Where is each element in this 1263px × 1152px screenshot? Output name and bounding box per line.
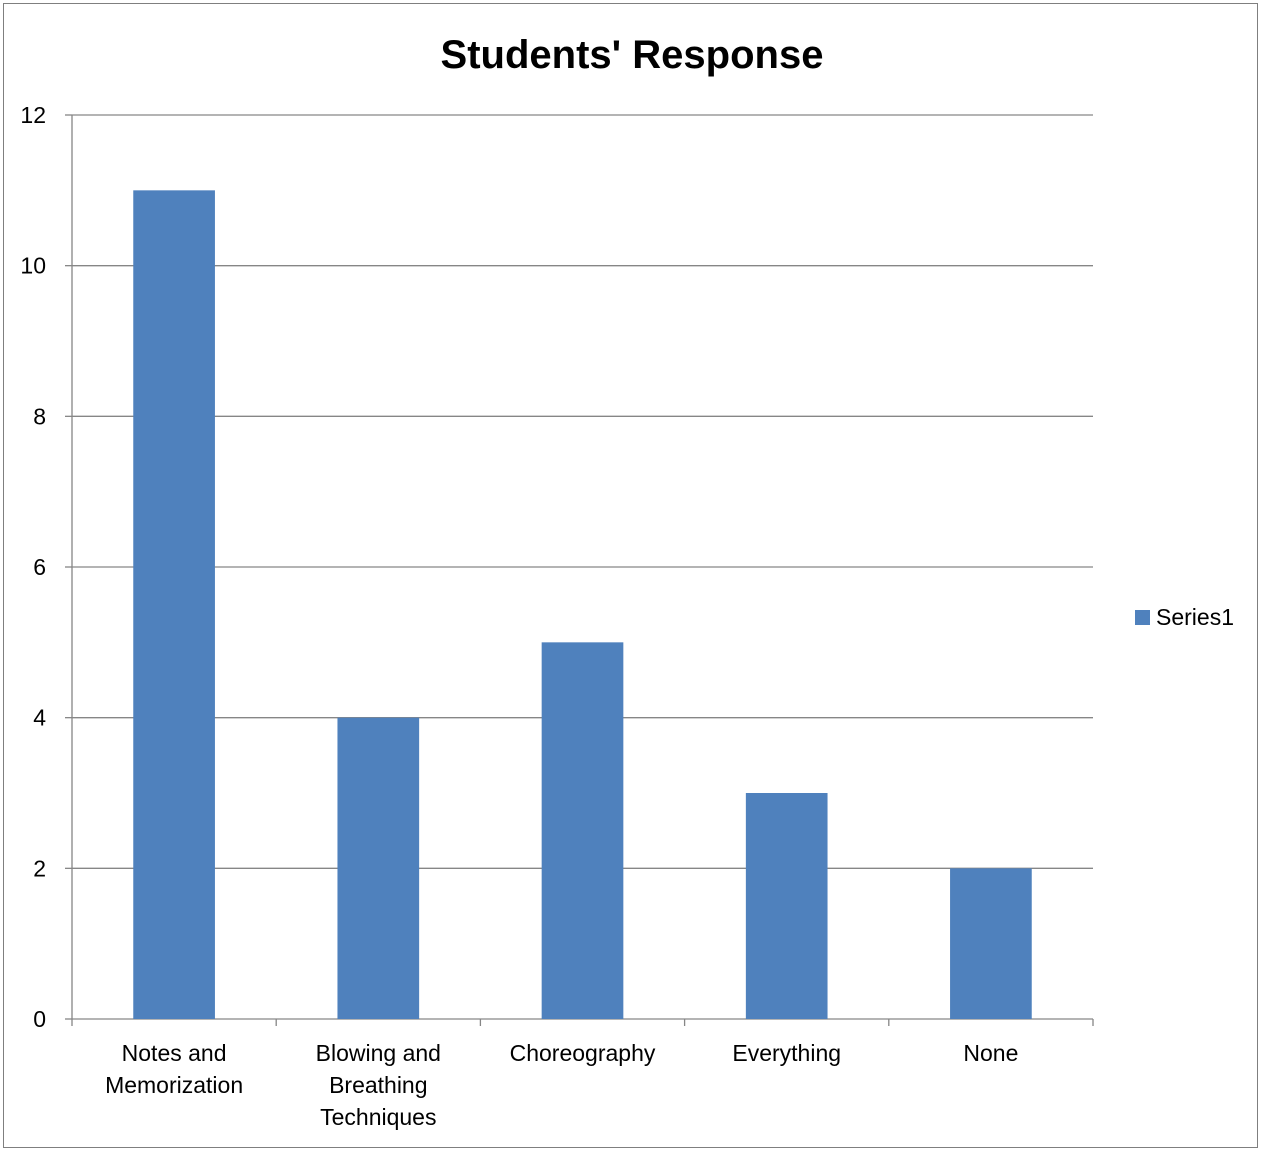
x-tick-label-line: Techniques xyxy=(320,1104,436,1130)
gridlines xyxy=(72,114,1093,869)
x-tick-label-line: Choreography xyxy=(510,1040,656,1066)
x-tick-label: None xyxy=(963,1040,1018,1066)
y-tick-label: 6 xyxy=(33,554,46,580)
y-tick-label: 12 xyxy=(20,102,46,128)
legend: Series1 xyxy=(1135,604,1234,630)
y-tick-label: 4 xyxy=(33,705,46,731)
x-tick-label: Everything xyxy=(732,1040,841,1066)
x-axis-tick-labels: Notes and Memorization Blowing and Breathin… xyxy=(105,1040,1018,1130)
x-tick-label-line: None xyxy=(963,1040,1018,1066)
bar-4 xyxy=(745,793,828,1019)
chart-title: Students' Response xyxy=(441,33,824,77)
bar-3 xyxy=(541,642,624,1019)
x-tick-label: Blowing and Breathing Techniques xyxy=(316,1040,441,1130)
y-tick-label: 2 xyxy=(33,855,46,881)
bar-1 xyxy=(133,190,215,1020)
x-tick-label-line: Breathing xyxy=(329,1072,427,1098)
bars xyxy=(133,190,1032,1020)
x-tick-label: Choreography xyxy=(510,1040,656,1066)
x-tick-label-line: Everything xyxy=(732,1040,841,1066)
x-tick-label-line: Memorization xyxy=(105,1072,243,1098)
legend-label: Series1 xyxy=(1156,604,1234,630)
bar-5 xyxy=(950,868,1032,1019)
y-tick-label: 0 xyxy=(33,1006,46,1032)
x-tick-label: Notes and Memorization xyxy=(105,1040,243,1098)
bar-2 xyxy=(337,717,420,1019)
x-tick-label-line: Notes and xyxy=(122,1040,227,1066)
y-tick-label: 10 xyxy=(20,253,46,279)
x-tick-label-line: Blowing and xyxy=(316,1040,441,1066)
y-tick-label: 8 xyxy=(33,403,46,429)
y-axis-tick-labels: 0 2 4 6 8 10 12 xyxy=(20,102,46,1032)
legend-swatch xyxy=(1135,610,1150,625)
